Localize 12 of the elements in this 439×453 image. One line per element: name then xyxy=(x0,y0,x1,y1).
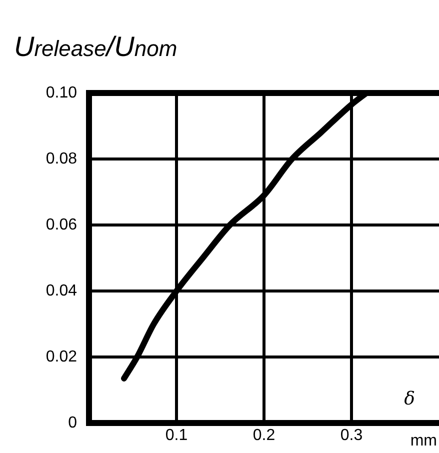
y-tick-label: 0.06 xyxy=(46,216,78,234)
x-tick-label: 0.1 xyxy=(165,427,188,444)
y-tick-label: 0.02 xyxy=(46,348,78,366)
y-tick-label: 0 xyxy=(68,414,78,432)
y-axis-title: Urelease/Unom xyxy=(14,30,178,64)
y-tick-label: 0.04 xyxy=(46,282,78,300)
x-tick-label: 0.2 xyxy=(252,427,276,444)
y-tick-label: 0.08 xyxy=(46,150,78,168)
x-tick-label: 0.3 xyxy=(340,427,363,444)
annotation: δ xyxy=(404,388,415,410)
x-axis-title: mm xyxy=(410,432,437,450)
y-tick-label: 0.10 xyxy=(46,84,78,102)
